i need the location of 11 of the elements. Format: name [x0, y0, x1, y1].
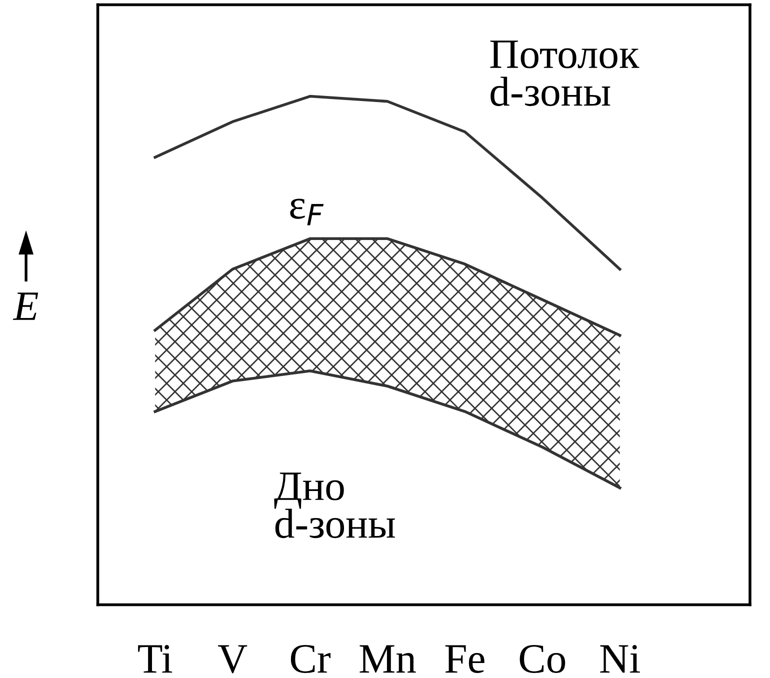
- annotation: Дно d-зоны: [274, 472, 395, 538]
- x-tick-label: V: [218, 645, 248, 674]
- x-tick-label: Fe: [445, 645, 484, 673]
- y-axis-title: E: [12, 292, 38, 320]
- x-tick-label: Ni: [600, 644, 640, 673]
- x-tick-label: Co: [520, 644, 566, 673]
- annotation: ε$_{F}$: [290, 198, 324, 226]
- x-tick-label: Ti: [138, 644, 172, 673]
- x-tick-label: Mn: [360, 645, 416, 673]
- x-tick-label: Cr: [290, 644, 330, 673]
- annotation: Потолок d-зоны: [490, 40, 640, 106]
